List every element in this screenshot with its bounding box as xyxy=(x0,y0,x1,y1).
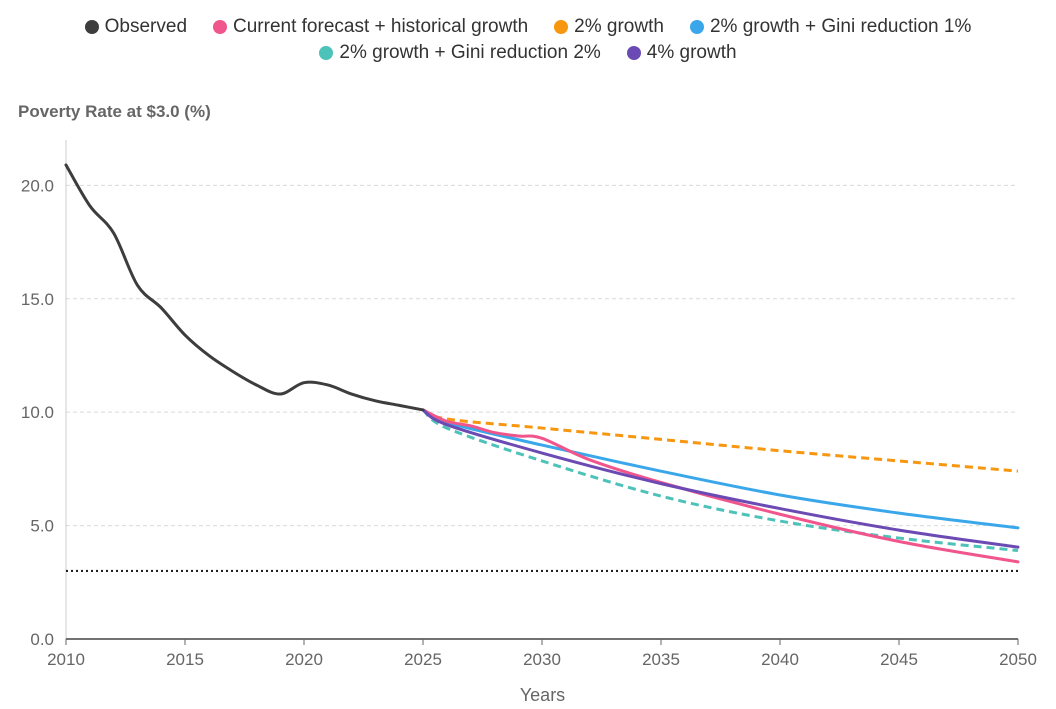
legend-row-2: 2% growth + Gini reduction 2% 4% growth xyxy=(0,40,1056,66)
x-tick-label-2: 2020 xyxy=(285,650,323,669)
y-tick-label-3: 15.0 xyxy=(21,290,54,309)
legend-label-gini-2pct: 2% growth + Gini reduction 2% xyxy=(339,42,601,63)
legend-label-2pct-growth: 2% growth xyxy=(574,16,664,37)
x-tick-label-5: 2035 xyxy=(642,650,680,669)
legend-item-gini-2pct[interactable]: 2% growth + Gini reduction 2% xyxy=(319,42,601,64)
series-line-4-growth xyxy=(421,408,1020,549)
y-tick-label-1: 5.0 xyxy=(30,517,54,536)
x-tick-label-3: 2025 xyxy=(404,650,442,669)
x-axis-title: Years xyxy=(519,685,566,705)
series-line-current-forecast-historical-growth xyxy=(421,408,1020,564)
y-tick-label-0: 0.0 xyxy=(30,630,54,649)
legend-label-observed: Observed xyxy=(104,16,188,37)
x-tick-label-7: 2045 xyxy=(880,650,918,669)
y-tick-label-2: 10.0 xyxy=(21,403,54,422)
legend-dot-gini-2pct xyxy=(319,46,334,60)
series-line-2-growth-gini-reduction-2 xyxy=(421,408,1019,553)
x-tick-label-6: 2040 xyxy=(761,650,799,669)
legend-item-4pct-growth[interactable]: 4% growth xyxy=(626,42,737,64)
legend-dot-current-forecast xyxy=(213,20,228,34)
series-line-2-growth xyxy=(422,408,1019,473)
x-tick-label-1: 2015 xyxy=(166,650,204,669)
x-tick-label-8: 2050 xyxy=(999,650,1037,669)
legend-dot-2pct-growth xyxy=(554,20,569,34)
x-tick-label-0: 2010 xyxy=(47,650,85,669)
legend-item-observed[interactable]: Observed xyxy=(84,16,188,38)
legend-label-gini-1pct: 2% growth + Gini reduction 1% xyxy=(709,16,972,37)
legend-item-current-forecast[interactable]: Current forecast + historical growth xyxy=(213,16,528,38)
series-line-observed xyxy=(64,163,425,412)
legend-item-2pct-growth[interactable]: 2% growth xyxy=(554,16,664,38)
legend-item-gini-1pct[interactable]: 2% growth + Gini reduction 1% xyxy=(689,16,972,38)
series-line-2-growth-gini-reduction-1 xyxy=(421,408,1020,530)
y-tick-label-4: 20.0 xyxy=(21,176,54,195)
legend-label-current-forecast: Current forecast + historical growth xyxy=(233,16,529,37)
x-tick-label-4: 2030 xyxy=(523,650,561,669)
legend-label-4pct-growth: 4% growth xyxy=(646,42,737,63)
legend-dot-4pct-growth xyxy=(626,46,641,60)
legend-dot-gini-1pct xyxy=(689,20,704,34)
y-axis-title: Poverty Rate at $3.0 (%) xyxy=(18,102,211,121)
legend-row-1: Observed Current forecast + historical g… xyxy=(0,14,1056,40)
legend-dot-observed xyxy=(84,20,99,34)
legend: Observed Current forecast + historical g… xyxy=(0,14,1056,66)
